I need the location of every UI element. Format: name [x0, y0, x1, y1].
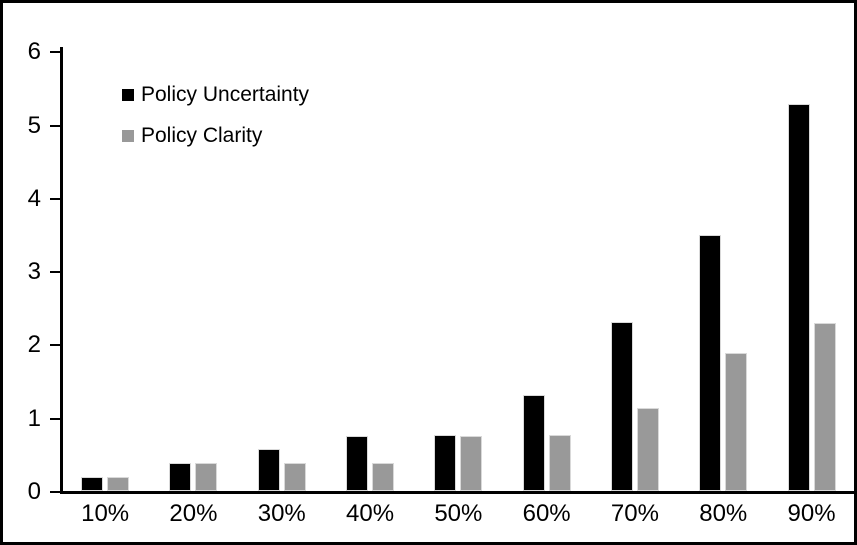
legend-swatch-square-icon: [122, 130, 134, 142]
legend-label: Policy Clarity: [141, 124, 263, 147]
bar-policy-clarity: [372, 463, 395, 491]
y-tick-label: 3: [27, 258, 41, 286]
bar-policy-clarity: [813, 323, 836, 491]
legend: Policy Uncertainty Policy Clarity: [122, 83, 309, 165]
bar-policy-clarity: [636, 407, 659, 491]
y-axis-tick: [50, 271, 60, 274]
bar-policy-uncertainty: [699, 235, 722, 491]
y-tick-label: 1: [27, 404, 41, 432]
bar-policy-uncertainty: [434, 434, 457, 491]
y-tick-label: 6: [27, 38, 41, 66]
y-axis-tick: [50, 417, 60, 420]
y-axis-tick: [50, 197, 60, 200]
y-tick-label: 4: [27, 184, 41, 212]
y-tick-label: 0: [27, 478, 41, 505]
y-axis-tick: [50, 124, 60, 127]
bar-policy-clarity: [283, 463, 306, 491]
bar-policy-clarity: [548, 434, 571, 491]
bar-policy-uncertainty: [81, 477, 104, 491]
bar-policy-uncertainty: [346, 435, 369, 491]
legend-item-policy-clarity: Policy Clarity: [122, 124, 309, 148]
x-category-label: 10%: [81, 500, 130, 527]
bar-policy-uncertainty: [787, 103, 810, 491]
legend-swatch-square-icon: [122, 89, 134, 101]
x-category-label: 70%: [610, 500, 659, 527]
x-category-label: 30%: [257, 500, 306, 527]
legend-label: Policy Uncertainty: [141, 83, 310, 106]
x-category-label: 90%: [787, 500, 836, 527]
bar-policy-clarity: [725, 352, 748, 491]
y-tick-label: 2: [27, 331, 41, 359]
y-axis-line: [60, 47, 63, 494]
bar-policy-clarity: [460, 435, 483, 491]
x-axis-line: [60, 491, 854, 494]
y-axis-tick: [50, 51, 60, 54]
bar-policy-uncertainty: [610, 321, 633, 491]
bar-policy-uncertainty: [169, 462, 192, 491]
bar-policy-uncertainty: [257, 449, 280, 491]
x-category-label: 20%: [169, 500, 218, 527]
bar-policy-clarity: [107, 477, 130, 491]
y-axis-tick: [50, 491, 60, 493]
y-tick-label: 5: [27, 111, 41, 139]
bar-policy-uncertainty: [522, 394, 545, 491]
x-category-label: 80%: [699, 500, 748, 527]
x-category-label: 60%: [522, 500, 571, 527]
x-category-label: 50%: [434, 500, 483, 527]
legend-item-policy-uncertainty: Policy Uncertainty: [122, 83, 309, 107]
bar-policy-clarity: [195, 463, 218, 491]
x-category-label: 40%: [346, 500, 395, 527]
y-axis-tick: [50, 344, 60, 347]
